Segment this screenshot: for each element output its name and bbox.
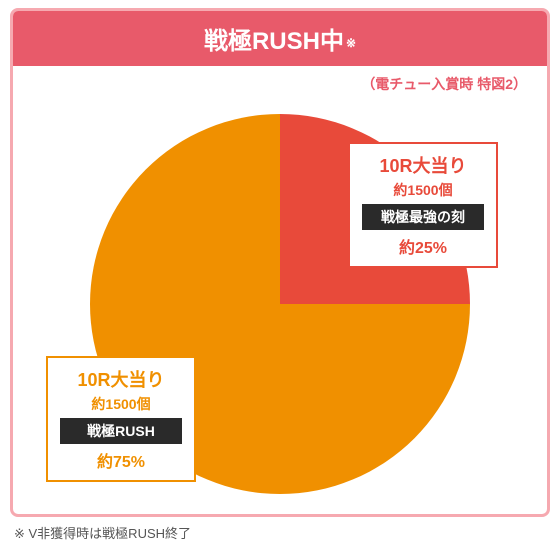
callout-sub: 約1500個	[362, 180, 484, 200]
callout-badge: 戦極RUSH	[60, 418, 182, 444]
callout-percent: 約25%	[362, 234, 484, 258]
header: 戦極RUSH中※	[13, 11, 547, 66]
callout-0: 10R大当り約1500個戦極最強の刻約25%	[348, 142, 498, 268]
chart-area: 10R大当り約1500個戦極最強の刻約25%10R大当り約1500個戦極RUSH…	[30, 94, 530, 514]
header-note: ※	[346, 36, 356, 50]
callout-percent: 約75%	[60, 448, 182, 472]
header-title: 戦極RUSH中	[204, 28, 344, 55]
subtitle: （電チュー入賞時 特図2）	[13, 66, 547, 94]
callout-title: 10R大当り	[362, 152, 484, 178]
callout-1: 10R大当り約1500個戦極RUSH 約75%	[46, 356, 196, 482]
callout-badge: 戦極最強の刻	[362, 204, 484, 230]
chart-container: 戦極RUSH中※ （電チュー入賞時 特図2） 10R大当り約1500個戦極最強の…	[10, 8, 550, 517]
callout-title: 10R大当り	[60, 366, 182, 392]
callout-sub: 約1500個	[60, 394, 182, 414]
footnote: ※ V非獲得時は戦極RUSH終了	[14, 523, 560, 542]
